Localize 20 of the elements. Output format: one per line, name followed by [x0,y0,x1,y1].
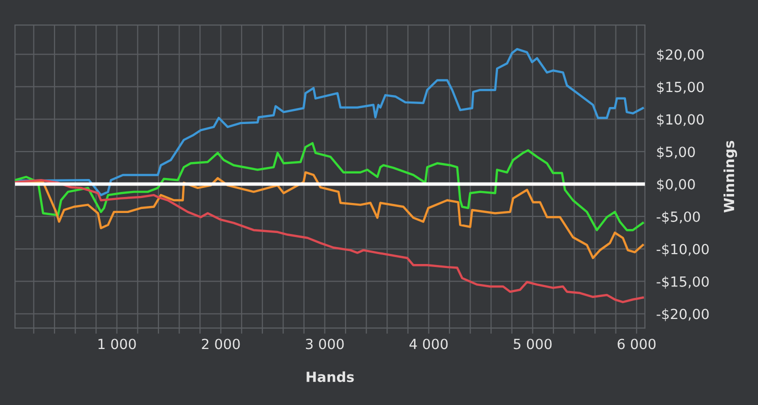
y-tick-label: -$10,00 [656,244,709,256]
x-tick-label: 3 000 [306,338,344,350]
line-series [15,179,644,304]
y-axis-title: Winnings [724,140,738,213]
y-tick-label: $15,00 [657,81,704,94]
line-series [15,142,644,232]
y-tick-label: -$20,00 [656,308,709,322]
y-tick-label: $10,00 [657,114,704,126]
x-tick-label: 4 000 [410,338,448,350]
y-tick-label: -$15,00 [656,276,709,289]
y-tick-label: $0,00 [657,178,695,192]
x-tick-label: 1 000 [98,338,136,350]
y-tick-label: $5,00 [657,146,695,159]
y-tick-label: -$5,00 [656,211,700,224]
line-series [15,48,644,196]
x-tick-label: 2 000 [202,338,240,350]
y-tick-label: $20,00 [657,49,704,62]
x-axis-title: Hands [306,371,354,382]
x-tick-label: 6 000 [618,338,656,350]
x-tick-label: 5 000 [514,338,552,350]
